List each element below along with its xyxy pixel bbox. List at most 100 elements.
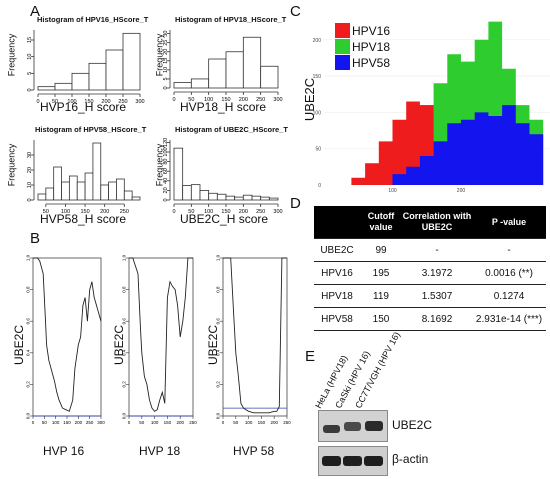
histogram-bar bbox=[45, 187, 55, 201]
x-tick-label: 150 bbox=[80, 209, 89, 215]
histogram-bar bbox=[61, 181, 70, 201]
x-tick-label: 0 bbox=[172, 209, 175, 215]
histogram-title: Histogram of HPV58_HScore_T bbox=[35, 125, 147, 134]
y-tick-label: 0.4 bbox=[122, 349, 127, 356]
histogram-bar bbox=[242, 194, 253, 201]
table-header-cell: P -value bbox=[472, 206, 546, 239]
histogram-bar bbox=[131, 196, 141, 201]
table-cell: 0.0016 (**) bbox=[472, 261, 546, 285]
histogram-bar bbox=[53, 166, 62, 201]
y-tick-label: 0 bbox=[163, 86, 169, 89]
y-tick-label: 100 bbox=[313, 110, 322, 116]
blot-membrane-ube2c bbox=[318, 410, 388, 442]
table-header-cell: Cutoff value bbox=[360, 206, 402, 239]
x-tick-label: 0 bbox=[222, 420, 225, 425]
y-tick-label: 10 bbox=[163, 67, 169, 73]
table-cell: - bbox=[402, 238, 472, 262]
y-tick-label: 0.2 bbox=[122, 381, 127, 388]
histogram-bar bbox=[216, 193, 227, 201]
table-cell: - bbox=[472, 238, 546, 262]
histogram-xlabel: HVP58_H score bbox=[40, 212, 127, 226]
x-tick-label: 250 bbox=[118, 99, 127, 105]
y-tick-label: 120 bbox=[163, 138, 169, 147]
y-tick-label: 30 bbox=[27, 152, 33, 158]
y-tick-label: 5 bbox=[27, 72, 33, 75]
blot-band bbox=[364, 456, 383, 466]
line-xlabel: HVP 58 bbox=[233, 444, 275, 458]
blot-band bbox=[322, 456, 341, 466]
histogram-bar bbox=[208, 192, 218, 201]
x-tick-label: 200 bbox=[100, 209, 109, 215]
y-tick-label: 0 bbox=[27, 198, 33, 201]
blot-label-actin: β-actin bbox=[392, 452, 429, 466]
legend-item-hpv18: HPV18 bbox=[335, 39, 390, 54]
y-tick-label: 0.6 bbox=[216, 318, 221, 325]
table-cell: 195 bbox=[360, 261, 402, 285]
x-tick-label: 50 bbox=[139, 420, 145, 425]
plot-frame bbox=[222, 257, 288, 417]
panel-label-d: D bbox=[290, 195, 301, 212]
x-tick-label: 300 bbox=[135, 99, 144, 105]
x-tick-label: 150 bbox=[221, 97, 230, 103]
x-tick-label: 0 bbox=[172, 97, 175, 103]
y-tick-label: 10 bbox=[27, 54, 33, 60]
histogram-bar bbox=[116, 178, 125, 201]
y-tick-label: 10 bbox=[27, 182, 33, 188]
table-row: HPV16 195 3.1972 0.0016 (**) bbox=[314, 261, 546, 285]
table-cell: 3.1972 bbox=[402, 261, 472, 285]
x-tick-label: 50 bbox=[188, 209, 194, 215]
y-tick-label: 0.0 bbox=[216, 412, 221, 419]
histogram-xlabel: UBE2C_H score bbox=[180, 212, 269, 226]
series-line bbox=[33, 257, 102, 412]
y-tick-label: 150 bbox=[313, 74, 322, 80]
y-tick-label: 0.6 bbox=[122, 318, 127, 325]
y-tick-label: 0.2 bbox=[26, 381, 31, 388]
stats-table: Cutoff value Correlation with UBE2C P -v… bbox=[314, 206, 546, 331]
histogram-bar bbox=[225, 195, 236, 201]
x-tick-label: 100 bbox=[52, 420, 60, 425]
x-tick-label: 300 bbox=[273, 209, 282, 215]
histogram-bar bbox=[242, 36, 262, 89]
y-tick-label: 0.4 bbox=[26, 349, 31, 356]
legend-label: HPV18 bbox=[352, 39, 391, 54]
y-tick-label: 0.8 bbox=[122, 286, 127, 293]
y-tick-label: 50 bbox=[315, 147, 321, 153]
histogram-bar bbox=[173, 147, 184, 201]
x-tick-label: 100 bbox=[204, 97, 213, 103]
x-tick-label: 150 bbox=[84, 99, 93, 105]
histogram-bar bbox=[68, 175, 78, 201]
y-tick-label: 60 bbox=[163, 168, 169, 174]
histogram-bar bbox=[100, 184, 110, 201]
x-tick-label: 250 bbox=[283, 420, 291, 425]
blot-band bbox=[365, 421, 383, 431]
area-series-hpv58 bbox=[392, 105, 544, 185]
legend-swatch bbox=[335, 55, 350, 70]
table-cell: UBE2C bbox=[314, 238, 360, 262]
histogram-bar bbox=[173, 82, 192, 89]
blot-band bbox=[343, 456, 362, 466]
table-cell: HPV16 bbox=[314, 261, 360, 285]
table-row: UBE2C 99 - - bbox=[314, 238, 546, 262]
legend-label: HPV16 bbox=[352, 23, 391, 38]
blot-band bbox=[344, 422, 361, 431]
histogram-bar bbox=[260, 196, 270, 201]
x-tick-label: 200 bbox=[270, 420, 278, 425]
y-tick-label: 15 bbox=[27, 37, 33, 43]
histogram-bar bbox=[260, 65, 279, 89]
x-tick-label: 100 bbox=[388, 188, 397, 194]
histogram-bar bbox=[268, 197, 279, 201]
legend-swatch bbox=[335, 39, 350, 54]
legend-swatch bbox=[335, 23, 350, 38]
histogram-title: Histogram of HPV18_HScore_T bbox=[175, 15, 287, 24]
x-tick-label: 300 bbox=[97, 420, 105, 425]
series-line bbox=[129, 257, 193, 412]
table-cell: HPV58 bbox=[314, 307, 360, 331]
x-tick-label: 50 bbox=[52, 99, 58, 105]
line-plot-hvp58: UBE2C 0.0 0.2 0.4 0.6 0.8 1.0 0 50 100 150 200 250 … bbox=[197, 248, 292, 468]
histogram-bar bbox=[108, 181, 117, 201]
x-tick-label: 100 bbox=[204, 209, 213, 215]
